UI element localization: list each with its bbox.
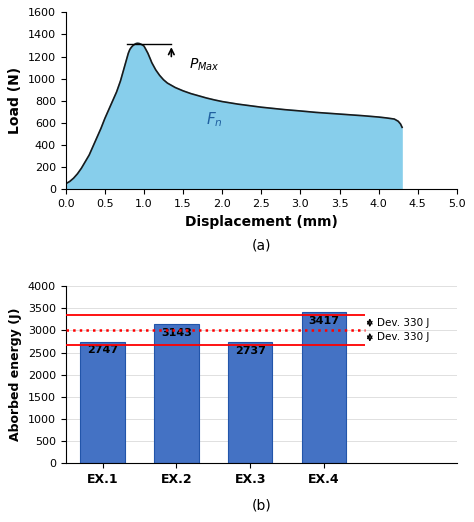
- Polygon shape: [66, 43, 402, 189]
- Text: $\mathit{F_n}$: $\mathit{F_n}$: [206, 110, 223, 129]
- Bar: [81, 341, 125, 463]
- Bar: [302, 312, 346, 463]
- Text: (a): (a): [252, 239, 271, 253]
- Text: Dev. 330 J: Dev. 330 J: [377, 318, 429, 328]
- Text: 3417: 3417: [309, 315, 339, 326]
- X-axis label: Displacement (mm): Displacement (mm): [185, 215, 338, 229]
- Bar: [228, 342, 273, 463]
- Y-axis label: Load (N): Load (N): [9, 67, 22, 134]
- Text: 3143: 3143: [161, 328, 192, 338]
- Text: (b): (b): [251, 499, 271, 513]
- Y-axis label: Aborbed energy (J): Aborbed energy (J): [9, 308, 22, 442]
- Text: $P_{Max}$: $P_{Max}$: [189, 57, 220, 73]
- Bar: [155, 324, 199, 463]
- Text: Dev. 330 J: Dev. 330 J: [377, 333, 429, 342]
- Text: 2747: 2747: [87, 345, 118, 355]
- Text: 2737: 2737: [235, 346, 265, 355]
